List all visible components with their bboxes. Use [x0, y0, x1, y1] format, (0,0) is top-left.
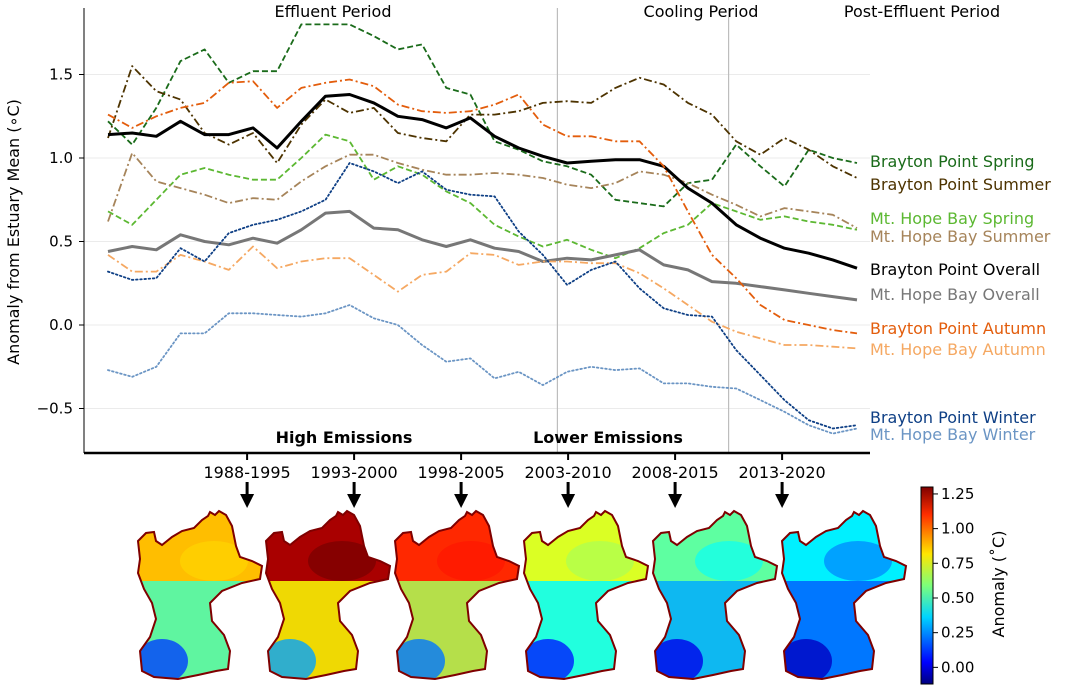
map-hotspot: [437, 541, 505, 581]
colorbar-tick-label: 0.50: [941, 589, 974, 607]
anomaly-maps: [136, 509, 908, 681]
emission-label-high: High Emissions: [276, 428, 413, 447]
series-legend: Brayton Point Spring Brayton Point Summer…: [870, 152, 1051, 444]
map-hotspot: [308, 541, 376, 581]
legend-label: Mt. Hope Bay Summer: [870, 227, 1051, 246]
colorbar-ticks: 0.00 0.25 0.50 0.75 1.00 1.25: [933, 485, 974, 676]
window-label: 1998-2005: [417, 463, 504, 482]
series-line: [107, 209, 858, 302]
anomaly-map: [651, 509, 779, 681]
period-label-effluent: Effluent Period: [275, 2, 392, 21]
anomaly-map: [136, 509, 264, 681]
period-label-post-effluent: Post-Effluent Period: [844, 2, 1000, 21]
colorbar-bar: [920, 486, 934, 685]
y-tick-label: 0.0: [49, 316, 73, 334]
series-line: [107, 65, 858, 179]
y-tick-label: 1.5: [49, 66, 73, 84]
y-ticks: −0.5 0.0 0.5 1.0 1.5: [37, 66, 84, 418]
anomaly-map: [522, 509, 650, 681]
window-arrow-head: [240, 494, 255, 508]
window-label: 2013-2020: [738, 463, 825, 482]
map-cool-patch: [782, 639, 832, 679]
map-hotspot: [695, 541, 763, 581]
map-coastline: [780, 509, 908, 681]
legend-label: Brayton Point Spring: [870, 152, 1035, 171]
map-hotspot: [180, 541, 248, 581]
series-line: [107, 93, 858, 270]
anomaly-map: [780, 509, 908, 681]
colorbar-label: Anomaly (˚C): [989, 531, 1008, 638]
legend-label: Mt. Hope Bay Autumn: [870, 340, 1046, 359]
map-coastline: [393, 509, 521, 681]
colorbar: 0.00 0.25 0.50 0.75 1.00 1.25 Anomaly (˚C): [920, 485, 1008, 685]
window-label: 1993-2000: [310, 463, 397, 482]
map-coastline: [651, 509, 779, 681]
y-tick-label: 0.5: [49, 233, 73, 251]
window-label: 2008-2015: [631, 463, 718, 482]
map-cool-patch: [653, 639, 703, 679]
window-arrow-head: [775, 494, 790, 508]
period-boundaries: [556, 8, 730, 453]
colorbar-tick-label: 1.25: [941, 485, 974, 503]
period-label-cooling: Cooling Period: [644, 2, 759, 21]
window-label: 1988-1995: [203, 463, 290, 482]
legend-label: Mt. Hope Bay Spring: [870, 209, 1034, 228]
series-line: [107, 78, 858, 335]
window-arrow-head: [561, 494, 576, 508]
y-tick-label: 1.0: [49, 149, 73, 167]
map-coastline: [264, 509, 392, 681]
legend-label: Brayton Point Winter: [870, 408, 1036, 427]
window-arrow-head: [668, 494, 683, 508]
series-lines: [107, 23, 858, 435]
window-label: 2003-2010: [524, 463, 611, 482]
anomaly-map: [264, 509, 392, 681]
legend-label: Brayton Point Summer: [870, 175, 1051, 194]
series-line: [107, 304, 858, 435]
y-tick-label: −0.5: [37, 400, 73, 418]
window-arrow-head: [347, 494, 362, 508]
colorbar-tick-label: 0.00: [941, 658, 974, 676]
map-coastline: [136, 509, 264, 681]
map-cool-patch: [138, 639, 188, 679]
series-line: [107, 245, 858, 350]
map-cool-patch: [395, 639, 445, 679]
map-hotspot: [824, 541, 892, 581]
map-cool-patch: [524, 639, 574, 679]
map-hotspot: [566, 541, 634, 581]
series-line: [107, 23, 858, 208]
legend-label: Mt. Hope Bay Overall: [870, 285, 1040, 304]
legend-label: Brayton Point Autumn: [870, 319, 1046, 338]
y-axis-label: Anomaly from Estuary Mean (∘C): [4, 99, 23, 365]
time-windows: 1988-1995 1993-2000 1998-2005 2003-2010 2008…: [203, 453, 826, 508]
legend-label: Mt. Hope Bay Winter: [870, 425, 1036, 444]
emission-label-lower: Lower Emissions: [533, 428, 683, 447]
colorbar-tick-label: 1.00: [941, 520, 974, 538]
anomaly-map: [393, 509, 521, 681]
series-line: [107, 162, 858, 430]
map-coastline: [522, 509, 650, 681]
window-arrow-head: [454, 494, 469, 508]
map-cool-patch: [266, 639, 316, 679]
legend-label: Brayton Point Overall: [870, 260, 1040, 279]
colorbar-tick-label: 0.75: [941, 554, 974, 572]
series-line: [107, 152, 858, 229]
series-line: [107, 133, 858, 260]
colorbar-tick-label: 0.25: [941, 624, 974, 642]
